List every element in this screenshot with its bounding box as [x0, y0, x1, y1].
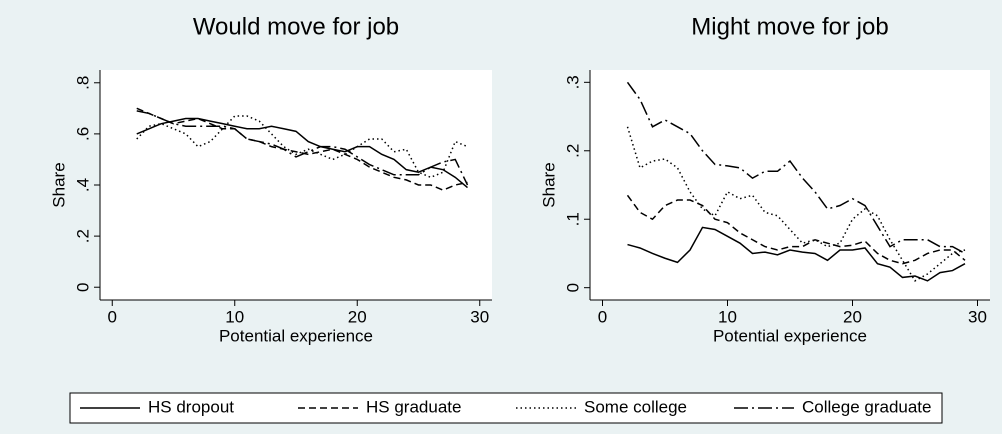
series-line [627, 226, 966, 282]
x-tick-label: 10 [718, 307, 737, 326]
y-axis-label: Share [49, 162, 68, 207]
x-tick-label: 20 [843, 307, 862, 326]
y-tick-label: .3 [563, 75, 582, 89]
legend-label: HS graduate [366, 397, 461, 416]
y-axis-label: Share [539, 162, 558, 207]
plot-area [590, 70, 990, 300]
series-line [626, 81, 966, 255]
legend-label: Some college [584, 397, 687, 416]
y-tick-label: .8 [73, 76, 92, 90]
legend-label: HS dropout [148, 397, 234, 416]
x-axis-label: Potential experience [713, 326, 867, 345]
series-line [626, 194, 966, 265]
series-line [136, 110, 469, 186]
y-tick-label: 0 [563, 283, 582, 292]
x-tick-label: 10 [225, 307, 244, 326]
legend-box [69, 392, 943, 424]
y-tick-label: .2 [73, 229, 92, 243]
x-tick-label: 30 [968, 307, 987, 326]
x-tick-label: 0 [598, 307, 607, 326]
y-tick-label: 0 [73, 282, 92, 291]
y-tick-label: .2 [563, 144, 582, 158]
chart-title: Might move for job [691, 13, 888, 40]
plot-area [100, 70, 492, 300]
y-tick-label: .4 [73, 178, 92, 192]
x-tick-label: 20 [348, 307, 367, 326]
series-line [136, 107, 468, 191]
x-tick-label: 0 [108, 307, 117, 326]
y-tick-label: .1 [563, 212, 582, 226]
x-axis-label: Potential experience [219, 326, 373, 345]
y-tick-label: .6 [73, 127, 92, 141]
chart-title: Would move for job [193, 13, 399, 40]
legend-label: College graduate [802, 397, 931, 416]
series-line [136, 117, 468, 189]
x-tick-label: 30 [470, 307, 489, 326]
